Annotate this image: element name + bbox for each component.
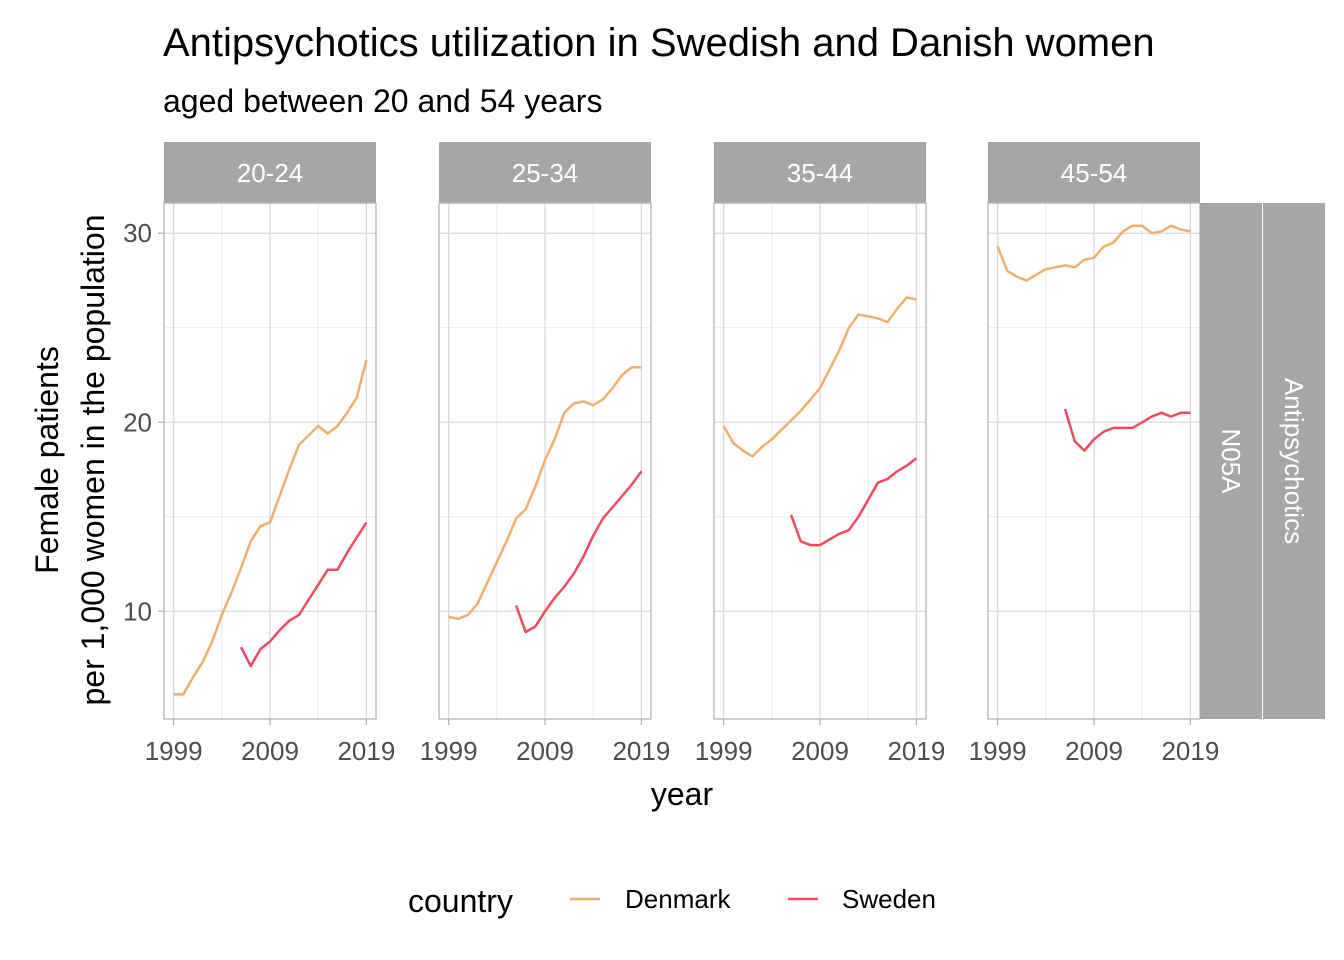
- legend-label-sweden: Sweden: [842, 884, 936, 914]
- series-line-sweden: [239, 521, 368, 668]
- row-strip-antipsychotics-bg: [1263, 203, 1325, 719]
- series-line-sweden: [1063, 408, 1191, 452]
- plot-area: 20-24 1999 2009 2019 10 20 30 25-34 1999 2009 2019…: [123, 142, 1219, 766]
- x-tick-label: 2009: [791, 736, 849, 766]
- row-strip-antipsychotics-label: Antipsychotics: [1279, 378, 1309, 544]
- panel-strip-label: 20-24: [237, 158, 304, 188]
- x-tick-label: 1999: [969, 736, 1027, 766]
- panel-strip-label: 35-44: [787, 158, 854, 188]
- legend: country Denmark Sweden: [408, 883, 936, 919]
- panel-strip-label: 25-34: [512, 158, 579, 188]
- x-tick-label: 1999: [695, 736, 753, 766]
- y-tick-label: 20: [123, 407, 152, 437]
- x-tick-label: 2019: [337, 736, 395, 766]
- panel-strip: [988, 142, 1200, 203]
- panel-20-24: 20-24 1999 2009 2019 10 20 30: [123, 142, 395, 766]
- series-line-denmark: [173, 359, 368, 696]
- row-strip-n05a: N05A: [1200, 203, 1262, 719]
- legend-title: country: [408, 883, 513, 919]
- panel-strip: [714, 142, 926, 203]
- chart-title: Antipsychotics utilization in Swedish an…: [163, 21, 1155, 65]
- x-tick-label: 1999: [420, 736, 478, 766]
- series-line-sweden: [514, 470, 643, 634]
- y-axis-title-line-2: per 1,000 women in the population: [75, 214, 111, 705]
- y-tick-label: 10: [123, 596, 152, 626]
- chart-subtitle: aged between 20 and 54 years: [163, 83, 602, 119]
- legend-label-denmark: Denmark: [625, 884, 731, 914]
- x-tick-label: 2009: [1065, 736, 1123, 766]
- panel-25-34: 25-34 1999 2009 2019: [420, 142, 670, 766]
- panel-45-54: 45-54 1999 2009 2019: [969, 142, 1219, 766]
- row-strip-n05a-label: N05A: [1216, 428, 1246, 494]
- series-line-denmark: [448, 366, 642, 621]
- panel-35-44: 35-44 1999 2009 2019: [695, 142, 945, 766]
- row-strip-n05a-bg: [1200, 203, 1262, 719]
- series-line-denmark: [722, 296, 917, 458]
- row-strip-antipsychotics: Antipsychotics: [1263, 203, 1325, 719]
- x-tick-label: 2019: [612, 736, 670, 766]
- x-tick-label: 2009: [516, 736, 574, 766]
- x-tick-label: 2009: [241, 736, 299, 766]
- x-tick-label: 2019: [887, 736, 945, 766]
- x-tick-label: 2019: [1161, 736, 1219, 766]
- panel-strip: [164, 142, 376, 203]
- panel-strip-label: 45-54: [1061, 158, 1128, 188]
- y-tick-label: 30: [123, 218, 152, 248]
- x-axis-title: year: [651, 776, 714, 812]
- series-line-denmark: [996, 224, 1191, 282]
- series-line-sweden: [789, 457, 918, 547]
- x-tick-label: 1999: [145, 736, 203, 766]
- y-axis-title-2: per 1,000 women in the population: [75, 214, 111, 705]
- panel-strip: [439, 142, 651, 203]
- y-axis-title: Female patients: [29, 346, 65, 574]
- y-axis-title-line-1: Female patients: [29, 346, 65, 574]
